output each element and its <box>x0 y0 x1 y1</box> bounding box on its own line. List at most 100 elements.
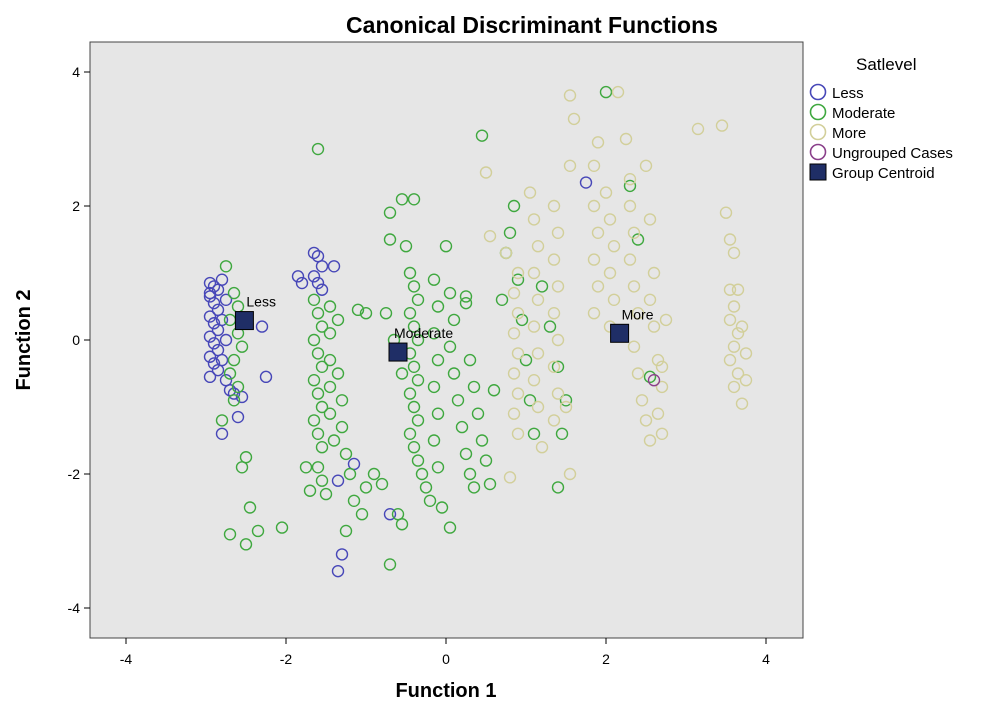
point-moderate <box>427 434 441 447</box>
point-moderate <box>427 380 441 394</box>
centroid-more <box>610 323 630 343</box>
point-moderate <box>323 327 337 340</box>
legend-items: Less Moderate More Ungrouped Cases Group Cen… <box>809 83 953 182</box>
point-more <box>507 367 521 380</box>
point-more <box>727 340 741 353</box>
y-tick-label: -4 <box>68 600 81 616</box>
point-less <box>291 270 305 283</box>
point-more <box>639 414 653 427</box>
point-moderate <box>415 467 429 481</box>
point-moderate <box>311 427 325 440</box>
point-moderate <box>315 360 329 373</box>
point-more <box>503 471 517 484</box>
point-less <box>335 548 349 561</box>
point-moderate <box>227 286 241 300</box>
point-moderate <box>483 477 497 491</box>
chart-title: Canonical Discriminant Functions <box>346 12 718 38</box>
point-more <box>623 253 637 266</box>
point-moderate <box>559 394 573 407</box>
point-moderate <box>451 394 465 407</box>
point-less <box>203 350 217 363</box>
point-more <box>611 85 625 99</box>
point-moderate <box>379 307 393 320</box>
point-more <box>735 397 749 410</box>
point-more <box>727 246 741 260</box>
point-more <box>655 427 669 440</box>
point-less <box>207 317 221 330</box>
point-moderate <box>239 538 253 551</box>
point-more <box>563 467 577 481</box>
point-more <box>739 374 753 387</box>
point-more <box>591 280 605 293</box>
point-less <box>307 270 321 283</box>
x-axis-ticks: -4 -2 0 2 4 <box>120 638 770 667</box>
legend-label-moderate: Moderate <box>832 105 895 122</box>
point-more <box>723 353 737 367</box>
point-moderate <box>383 233 397 246</box>
point-more <box>731 283 745 296</box>
point-more <box>547 360 561 373</box>
point-more <box>499 246 513 260</box>
legend-label-group-centroid: Group Centroid <box>832 165 935 182</box>
point-moderate <box>419 481 433 494</box>
point-moderate <box>411 454 425 467</box>
point-more <box>639 159 653 173</box>
point-moderate <box>347 494 361 507</box>
point-moderate <box>319 487 333 501</box>
legend-marker-group-centroid <box>809 163 827 181</box>
centroid-moderate <box>388 342 408 362</box>
point-ungrouped-cases <box>647 374 661 387</box>
point-more <box>603 213 617 226</box>
point-moderate <box>411 374 425 387</box>
point-more <box>723 313 737 327</box>
point-moderate <box>359 481 373 494</box>
point-less <box>327 260 341 273</box>
point-moderate <box>599 85 613 99</box>
point-moderate <box>243 501 257 514</box>
point-moderate <box>479 454 493 467</box>
point-moderate <box>411 414 425 427</box>
point-moderate <box>307 293 321 306</box>
point-more <box>635 394 649 407</box>
x-tick-label: 0 <box>442 651 450 667</box>
x-tick-label: -2 <box>280 651 293 667</box>
point-more <box>563 89 577 102</box>
point-moderate <box>215 414 229 427</box>
point-moderate <box>423 494 437 507</box>
point-moderate <box>467 380 481 394</box>
point-more <box>531 347 545 360</box>
point-moderate <box>503 226 517 240</box>
point-moderate <box>323 380 337 394</box>
point-more <box>547 253 561 266</box>
point-more <box>723 283 737 296</box>
point-moderate <box>443 286 457 300</box>
point-more <box>631 367 645 380</box>
point-moderate <box>535 280 549 293</box>
centroid-less <box>234 311 254 331</box>
x-tick-label: -4 <box>120 651 133 667</box>
point-more <box>531 400 545 414</box>
point-moderate <box>227 353 241 367</box>
point-moderate <box>223 367 237 380</box>
point-more <box>587 253 601 266</box>
point-less <box>219 333 233 347</box>
point-moderate <box>443 340 457 353</box>
y-tick-label: 0 <box>72 332 80 348</box>
point-moderate <box>495 293 509 306</box>
point-more <box>731 327 745 340</box>
point-moderate <box>311 461 325 474</box>
point-moderate <box>223 528 237 541</box>
point-less <box>215 313 229 327</box>
point-moderate <box>311 142 325 156</box>
point-moderate <box>315 320 329 333</box>
point-moderate <box>231 380 245 394</box>
point-more <box>655 380 669 394</box>
point-less <box>315 260 329 273</box>
point-moderate <box>303 484 317 497</box>
point-moderate <box>383 206 397 219</box>
point-moderate <box>307 333 321 347</box>
point-more <box>527 320 541 333</box>
point-moderate <box>439 239 453 253</box>
point-more <box>651 353 665 367</box>
